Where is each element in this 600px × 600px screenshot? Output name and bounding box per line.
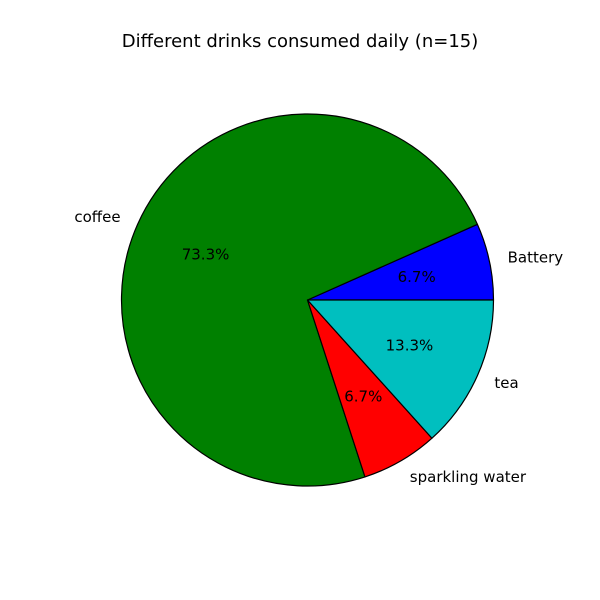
pct-label-sparkling-water: 6.7% bbox=[344, 388, 382, 406]
slice-label-tea: tea bbox=[494, 374, 518, 392]
pct-label-tea: 13.3% bbox=[386, 336, 434, 354]
pie-slice-coffee bbox=[120, 113, 479, 487]
slice-label-sparkling-water: sparkling water bbox=[410, 468, 527, 486]
pie-slice-tea bbox=[306, 299, 495, 439]
slice-label-coffee: coffee bbox=[74, 208, 120, 226]
pct-label-coffee: 73.3% bbox=[182, 246, 230, 264]
pct-label-battery: 6.7% bbox=[398, 268, 436, 286]
chart-title: Different drinks consumed daily (n=15) bbox=[121, 31, 479, 52]
slice-label-battery: Battery bbox=[508, 248, 564, 266]
